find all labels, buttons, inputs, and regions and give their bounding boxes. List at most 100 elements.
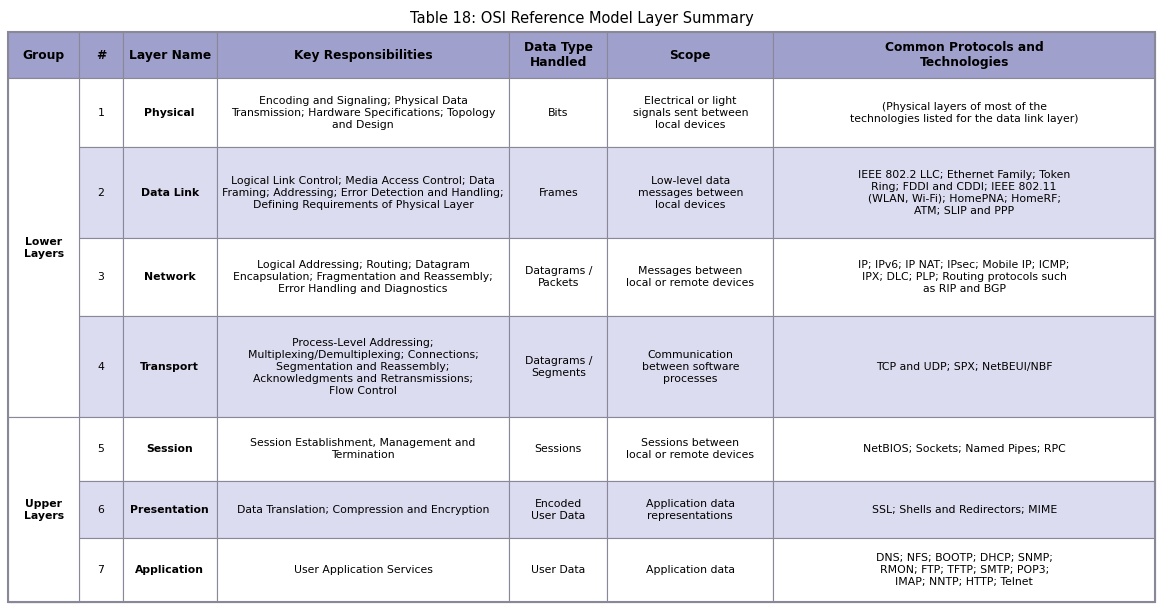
Bar (123, 148, 216, 238)
Bar (607, 148, 773, 238)
Bar (216, 481, 509, 538)
Text: Session: Session (147, 444, 193, 454)
Bar (216, 538, 509, 602)
Bar (8, 148, 79, 238)
Text: Encoding and Signaling; Physical Data
Transmission; Hardware Specifications; Top: Encoding and Signaling; Physical Data Tr… (230, 96, 495, 130)
Bar (8, 78, 79, 417)
Text: Session Establishment, Management and
Termination: Session Establishment, Management and Te… (250, 439, 476, 461)
Text: Low-level data
messages between
local devices: Low-level data messages between local de… (637, 176, 743, 210)
Bar (123, 238, 216, 316)
Bar (79, 481, 123, 538)
Bar (509, 78, 607, 148)
Bar (216, 316, 509, 417)
Text: Messages between
local or remote devices: Messages between local or remote devices (626, 266, 755, 288)
Text: Process-Level Addressing;
Multiplexing/Demultiplexing; Connections;
Segmentation: Process-Level Addressing; Multiplexing/D… (248, 338, 478, 396)
Bar (123, 78, 216, 148)
Bar (509, 481, 607, 538)
Bar (123, 32, 216, 78)
Text: Sessions: Sessions (535, 444, 582, 454)
Bar (216, 238, 509, 316)
Text: Communication
between software
processes: Communication between software processes (642, 350, 739, 384)
Text: User Data: User Data (531, 565, 585, 575)
Text: IP; IPv6; IP NAT; IPsec; Mobile IP; ICMP;
IPX; DLC; PLP; Routing protocols such
: IP; IPv6; IP NAT; IPsec; Mobile IP; ICMP… (858, 260, 1070, 294)
Bar (773, 316, 1155, 417)
Text: #: # (95, 49, 106, 62)
Text: Presentation: Presentation (130, 504, 209, 515)
Text: 2: 2 (98, 188, 105, 198)
Bar (216, 78, 509, 148)
Text: Table 18: OSI Reference Model Layer Summary: Table 18: OSI Reference Model Layer Summ… (409, 10, 754, 26)
Text: Key Responsibilities: Key Responsibilities (294, 49, 433, 62)
Bar (79, 417, 123, 481)
Bar (79, 238, 123, 316)
Text: Electrical or light
signals sent between
local devices: Electrical or light signals sent between… (633, 96, 748, 130)
Text: Upper
Layers: Upper Layers (23, 498, 64, 521)
Bar (79, 32, 123, 78)
Bar (123, 316, 216, 417)
Text: 4: 4 (98, 362, 105, 371)
Text: 7: 7 (98, 565, 105, 575)
Text: Transport: Transport (141, 362, 199, 371)
Text: (Physical layers of most of the
technologies listed for the data link layer): (Physical layers of most of the technolo… (850, 102, 1078, 124)
Bar (8, 538, 79, 602)
Bar (8, 238, 79, 316)
Text: DNS; NFS; BOOTP; DHCP; SNMP;
RMON; FTP; TFTP; SMTP; POP3;
IMAP; NNTP; HTTP; Teln: DNS; NFS; BOOTP; DHCP; SNMP; RMON; FTP; … (876, 553, 1053, 587)
Text: Data Type
Handled: Data Type Handled (523, 41, 593, 70)
Text: Application data: Application data (645, 565, 735, 575)
Text: Application: Application (135, 565, 205, 575)
Bar (123, 481, 216, 538)
Bar (123, 417, 216, 481)
Text: Sessions between
local or remote devices: Sessions between local or remote devices (626, 439, 755, 461)
Text: Application data
representations: Application data representations (645, 498, 735, 521)
Bar (509, 148, 607, 238)
Bar (79, 316, 123, 417)
Text: Data Translation; Compression and Encryption: Data Translation; Compression and Encryp… (237, 504, 490, 515)
Text: NetBIOS; Sockets; Named Pipes; RPC: NetBIOS; Sockets; Named Pipes; RPC (863, 444, 1065, 454)
Bar (607, 32, 773, 78)
Bar (79, 148, 123, 238)
Bar (216, 32, 509, 78)
Text: Layer Name: Layer Name (129, 49, 211, 62)
Text: TCP and UDP; SPX; NetBEUI/NBF: TCP and UDP; SPX; NetBEUI/NBF (876, 362, 1053, 371)
Bar (607, 538, 773, 602)
Text: Physical: Physical (144, 108, 195, 118)
Bar (8, 481, 79, 538)
Bar (607, 481, 773, 538)
Text: User Application Services: User Application Services (293, 565, 433, 575)
Bar (8, 78, 79, 148)
Bar (773, 32, 1155, 78)
Text: Lower
Layers: Lower Layers (23, 237, 64, 259)
Text: Network: Network (144, 272, 195, 282)
Bar (8, 32, 79, 78)
Bar (216, 417, 509, 481)
Text: Encoded
User Data: Encoded User Data (531, 498, 585, 521)
Text: SSL; Shells and Redirectors; MIME: SSL; Shells and Redirectors; MIME (871, 504, 1057, 515)
Bar (8, 316, 79, 417)
Bar (509, 238, 607, 316)
Bar (509, 538, 607, 602)
Text: 1: 1 (98, 108, 105, 118)
Bar (773, 238, 1155, 316)
Text: Group: Group (22, 49, 65, 62)
Text: Datagrams /
Segments: Datagrams / Segments (525, 356, 592, 378)
Text: Logical Addressing; Routing; Datagram
Encapsulation; Fragmentation and Reassembl: Logical Addressing; Routing; Datagram En… (233, 260, 493, 294)
Bar (607, 417, 773, 481)
Text: Datagrams /
Packets: Datagrams / Packets (525, 266, 592, 288)
Bar (509, 316, 607, 417)
Text: Bits: Bits (548, 108, 569, 118)
Text: Data Link: Data Link (141, 188, 199, 198)
Bar (607, 238, 773, 316)
Text: Logical Link Control; Media Access Control; Data
Framing; Addressing; Error Dete: Logical Link Control; Media Access Contr… (222, 176, 504, 210)
Text: IEEE 802.2 LLC; Ethernet Family; Token
Ring; FDDI and CDDI; IEEE 802.11
(WLAN, W: IEEE 802.2 LLC; Ethernet Family; Token R… (858, 170, 1070, 216)
Text: Common Protocols and
Technologies: Common Protocols and Technologies (885, 41, 1043, 70)
Bar (773, 481, 1155, 538)
Bar (773, 78, 1155, 148)
Text: 3: 3 (98, 272, 105, 282)
Bar (8, 417, 79, 481)
Bar (773, 417, 1155, 481)
Bar (79, 538, 123, 602)
Bar (216, 148, 509, 238)
Text: Frames: Frames (538, 188, 578, 198)
Bar (773, 538, 1155, 602)
Bar (79, 78, 123, 148)
